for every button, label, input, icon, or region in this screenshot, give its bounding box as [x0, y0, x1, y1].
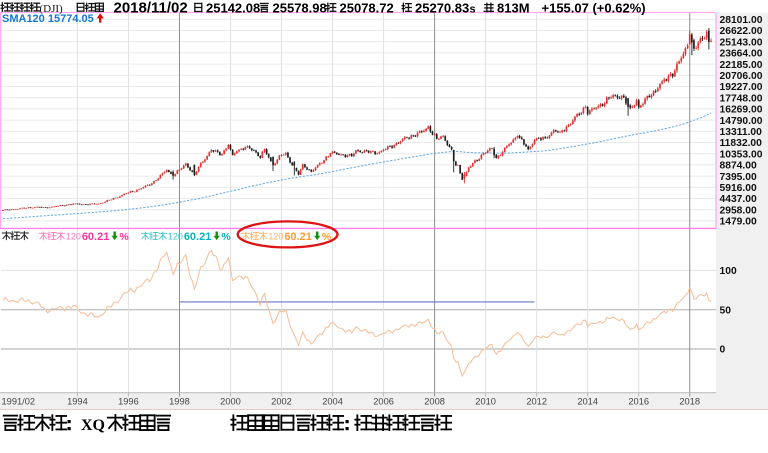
svg-text:25270.83: 25270.83: [415, 0, 469, 15]
svg-text:2012: 2012: [526, 396, 547, 406]
svg-text:%: %: [322, 231, 332, 243]
svg-text:2000: 2000: [220, 396, 241, 406]
svg-text:1996: 1996: [118, 396, 139, 406]
svg-text:20706.00: 20706.00: [720, 71, 763, 82]
svg-text:8874.00: 8874.00: [720, 161, 757, 172]
svg-text:7395.00: 7395.00: [720, 172, 757, 183]
svg-text:2014: 2014: [577, 396, 598, 406]
svg-text:2010: 2010: [475, 396, 496, 406]
svg-text:11832.00: 11832.00: [720, 138, 763, 149]
svg-text:%: %: [221, 231, 231, 243]
svg-text:23664.00: 23664.00: [720, 49, 763, 60]
svg-text:1479.00: 1479.00: [720, 217, 757, 228]
svg-text:25578.98: 25578.98: [273, 0, 327, 15]
svg-text:25078.72: 25078.72: [340, 0, 394, 15]
svg-text:%: %: [119, 231, 129, 243]
svg-text:60.21: 60.21: [284, 231, 312, 243]
svg-text:13311.00: 13311.00: [720, 127, 763, 138]
svg-text:60.21: 60.21: [184, 231, 212, 243]
svg-text:1994: 1994: [67, 396, 88, 406]
svg-text:19227.00: 19227.00: [720, 82, 763, 93]
svg-text:120: 120: [66, 232, 81, 242]
svg-text:1991/02: 1991/02: [2, 396, 36, 406]
svg-text:120: 120: [168, 232, 183, 242]
svg-text:5916.00: 5916.00: [720, 183, 757, 194]
svg-text:4437.00: 4437.00: [720, 194, 757, 205]
svg-text:2006: 2006: [373, 396, 394, 406]
svg-text:10353.00: 10353.00: [720, 149, 763, 160]
svg-text:17748.00: 17748.00: [720, 93, 763, 104]
svg-text:22185.00: 22185.00: [720, 60, 763, 71]
svg-text:2008: 2008: [424, 396, 445, 406]
svg-text:60.21: 60.21: [82, 231, 110, 243]
svg-text:2018/11/02: 2018/11/02: [114, 0, 188, 17]
svg-text:2002: 2002: [271, 396, 292, 406]
svg-text:28101.00: 28101.00: [720, 15, 763, 26]
svg-text:2016: 2016: [628, 396, 649, 406]
svg-text:s: s: [470, 3, 476, 15]
svg-text:50: 50: [720, 305, 732, 316]
svg-text:XQ: XQ: [81, 417, 105, 434]
svg-text:2018: 2018: [679, 396, 700, 406]
svg-text:25142.08: 25142.08: [206, 0, 260, 15]
svg-text:120: 120: [268, 232, 283, 242]
svg-text:2004: 2004: [322, 396, 343, 406]
svg-text:14790.00: 14790.00: [720, 116, 763, 127]
svg-text:16269.00: 16269.00: [720, 105, 763, 116]
svg-text:1998: 1998: [169, 396, 190, 406]
svg-text:(DJI): (DJI): [40, 3, 64, 15]
svg-text:26622.00: 26622.00: [720, 26, 763, 37]
svg-text:+155.07 (+0.62%): +155.07 (+0.62%): [542, 0, 646, 15]
svg-text:100: 100: [720, 266, 737, 277]
svg-text:813M: 813M: [497, 0, 530, 15]
svg-text:2958.00: 2958.00: [720, 205, 757, 216]
svg-text:SMA120 15774.05: SMA120 15774.05: [2, 13, 94, 25]
svg-text:25143.00: 25143.00: [720, 37, 763, 48]
svg-text:0: 0: [720, 345, 726, 356]
